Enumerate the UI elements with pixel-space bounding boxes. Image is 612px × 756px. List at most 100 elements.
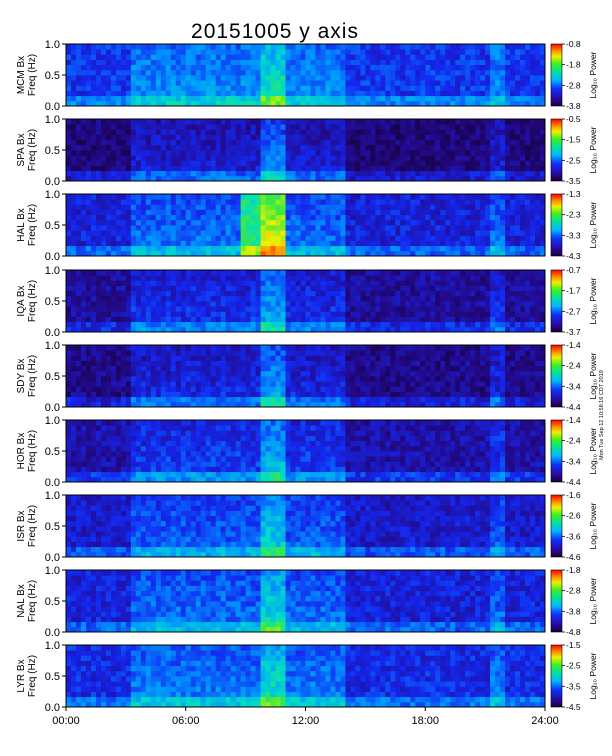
spectrogram-cell (310, 295, 316, 302)
spectrogram-cell (225, 245, 232, 252)
spectrogram-cell (120, 240, 127, 247)
spectrogram-cell (255, 280, 261, 286)
spectrogram-cell (285, 90, 291, 97)
spectrogram-cell (395, 225, 401, 231)
spectrogram-cell (240, 194, 247, 200)
spectrogram-cell (540, 95, 546, 102)
spectrogram-cell (415, 219, 421, 226)
spectrogram-cell (410, 245, 416, 252)
spectrogram-cell (160, 64, 167, 71)
spectrogram-cell (540, 194, 546, 200)
spectrogram-cell (525, 290, 531, 297)
spectrogram-cell (260, 150, 266, 156)
spectrogram-cell (440, 316, 446, 323)
spectrogram-cell (460, 230, 466, 236)
spectrogram-cell (125, 160, 132, 166)
spectrogram-cell (175, 59, 182, 66)
spectrogram-cell (305, 80, 311, 86)
spectrogram-cell (100, 214, 107, 221)
spectrogram-cell (250, 285, 256, 292)
spectrogram-cell (380, 175, 386, 182)
spectrogram-cell (540, 175, 546, 182)
spectrogram-cell (400, 301, 406, 307)
spectrogram-cell (435, 119, 441, 125)
spectrogram-cell (165, 225, 172, 231)
spectrogram-cell (185, 64, 192, 71)
spectrogram-cell (155, 386, 162, 392)
spectrogram-cell (380, 326, 386, 333)
spectrogram-cell (440, 100, 446, 107)
spectrogram-cell (160, 250, 167, 257)
spectrogram-cell (175, 381, 182, 387)
spectrogram-cell (360, 175, 366, 182)
spectrogram-cell (180, 175, 187, 182)
spectrogram-cell (475, 165, 481, 172)
spectrogram-cell (85, 401, 92, 408)
spectrogram-cell (535, 270, 541, 276)
spectrogram-cell (255, 175, 261, 182)
spectrogram-cell (135, 311, 142, 317)
spectrogram-cell (130, 199, 137, 205)
spectrogram-cell (80, 381, 87, 387)
spectrogram-cell (335, 165, 341, 172)
spectrogram-image (66, 44, 546, 107)
spectrogram-cell (370, 311, 376, 317)
spectrogram-cell (420, 280, 426, 286)
spectrogram-cell (515, 59, 521, 66)
spectrogram-cell (510, 235, 516, 241)
spectrogram-cell (240, 75, 247, 81)
spectrogram-cell (460, 80, 466, 86)
spectrogram-cell (250, 124, 256, 130)
spectrogram-cell (440, 44, 446, 50)
spectrogram-cell (535, 124, 541, 130)
colorbar-tick-label: -1.5 (566, 135, 581, 145)
spectrogram-cell (315, 144, 321, 151)
spectrogram-cell (315, 301, 321, 307)
spectrogram-cell (315, 245, 321, 252)
spectrogram-cell (505, 64, 511, 71)
spectrogram-cell (435, 199, 441, 205)
spectrogram-cell (315, 44, 321, 50)
spectrogram-cell (480, 155, 486, 161)
spectrogram-cell (120, 230, 127, 236)
spectrogram-cell (480, 280, 486, 286)
spectrogram-cell (325, 194, 331, 200)
spectrogram-cell (345, 306, 351, 312)
spectrogram-cell (425, 245, 431, 252)
spectrogram-cell (195, 214, 202, 221)
spectrogram-cell (290, 209, 296, 216)
spectrogram-cell (170, 75, 177, 81)
spectrogram-cell (470, 301, 476, 307)
spectrogram-cell (295, 235, 301, 241)
spectrogram-cell (265, 170, 271, 177)
spectrogram-cell (430, 150, 436, 156)
spectrogram-cell (395, 250, 401, 257)
spectrogram-cell (425, 225, 431, 231)
spectrogram-cell (240, 119, 247, 125)
spectrogram-cell (385, 295, 391, 302)
spectrogram-cell (345, 326, 351, 333)
spectrogram-cell (535, 59, 541, 66)
spectrogram-cell (280, 134, 286, 141)
spectrogram-cell (155, 285, 162, 292)
spectrogram-cell (160, 301, 167, 307)
spectrogram-cell (505, 175, 511, 182)
spectrogram-cell (450, 59, 456, 66)
spectrogram-cell (420, 194, 426, 200)
spectrogram-cell (95, 230, 102, 236)
spectrogram-cell (400, 306, 406, 312)
spectrogram-cell (380, 80, 386, 86)
spectrogram-cell (470, 230, 476, 236)
spectrogram-cell (215, 194, 222, 200)
spectrogram-cell (70, 175, 77, 182)
spectrogram-cell (415, 64, 421, 71)
spectrogram-cell (270, 155, 276, 161)
spectrogram-cell (350, 64, 356, 71)
spectrogram-cell (305, 204, 311, 210)
spectrogram-cell (150, 345, 157, 351)
spectrogram-cell (275, 54, 281, 60)
spectrogram-cell (425, 85, 431, 91)
spectrogram-cell (125, 230, 132, 236)
spectrogram-cell (390, 275, 396, 281)
spectrogram-cell (280, 160, 286, 166)
